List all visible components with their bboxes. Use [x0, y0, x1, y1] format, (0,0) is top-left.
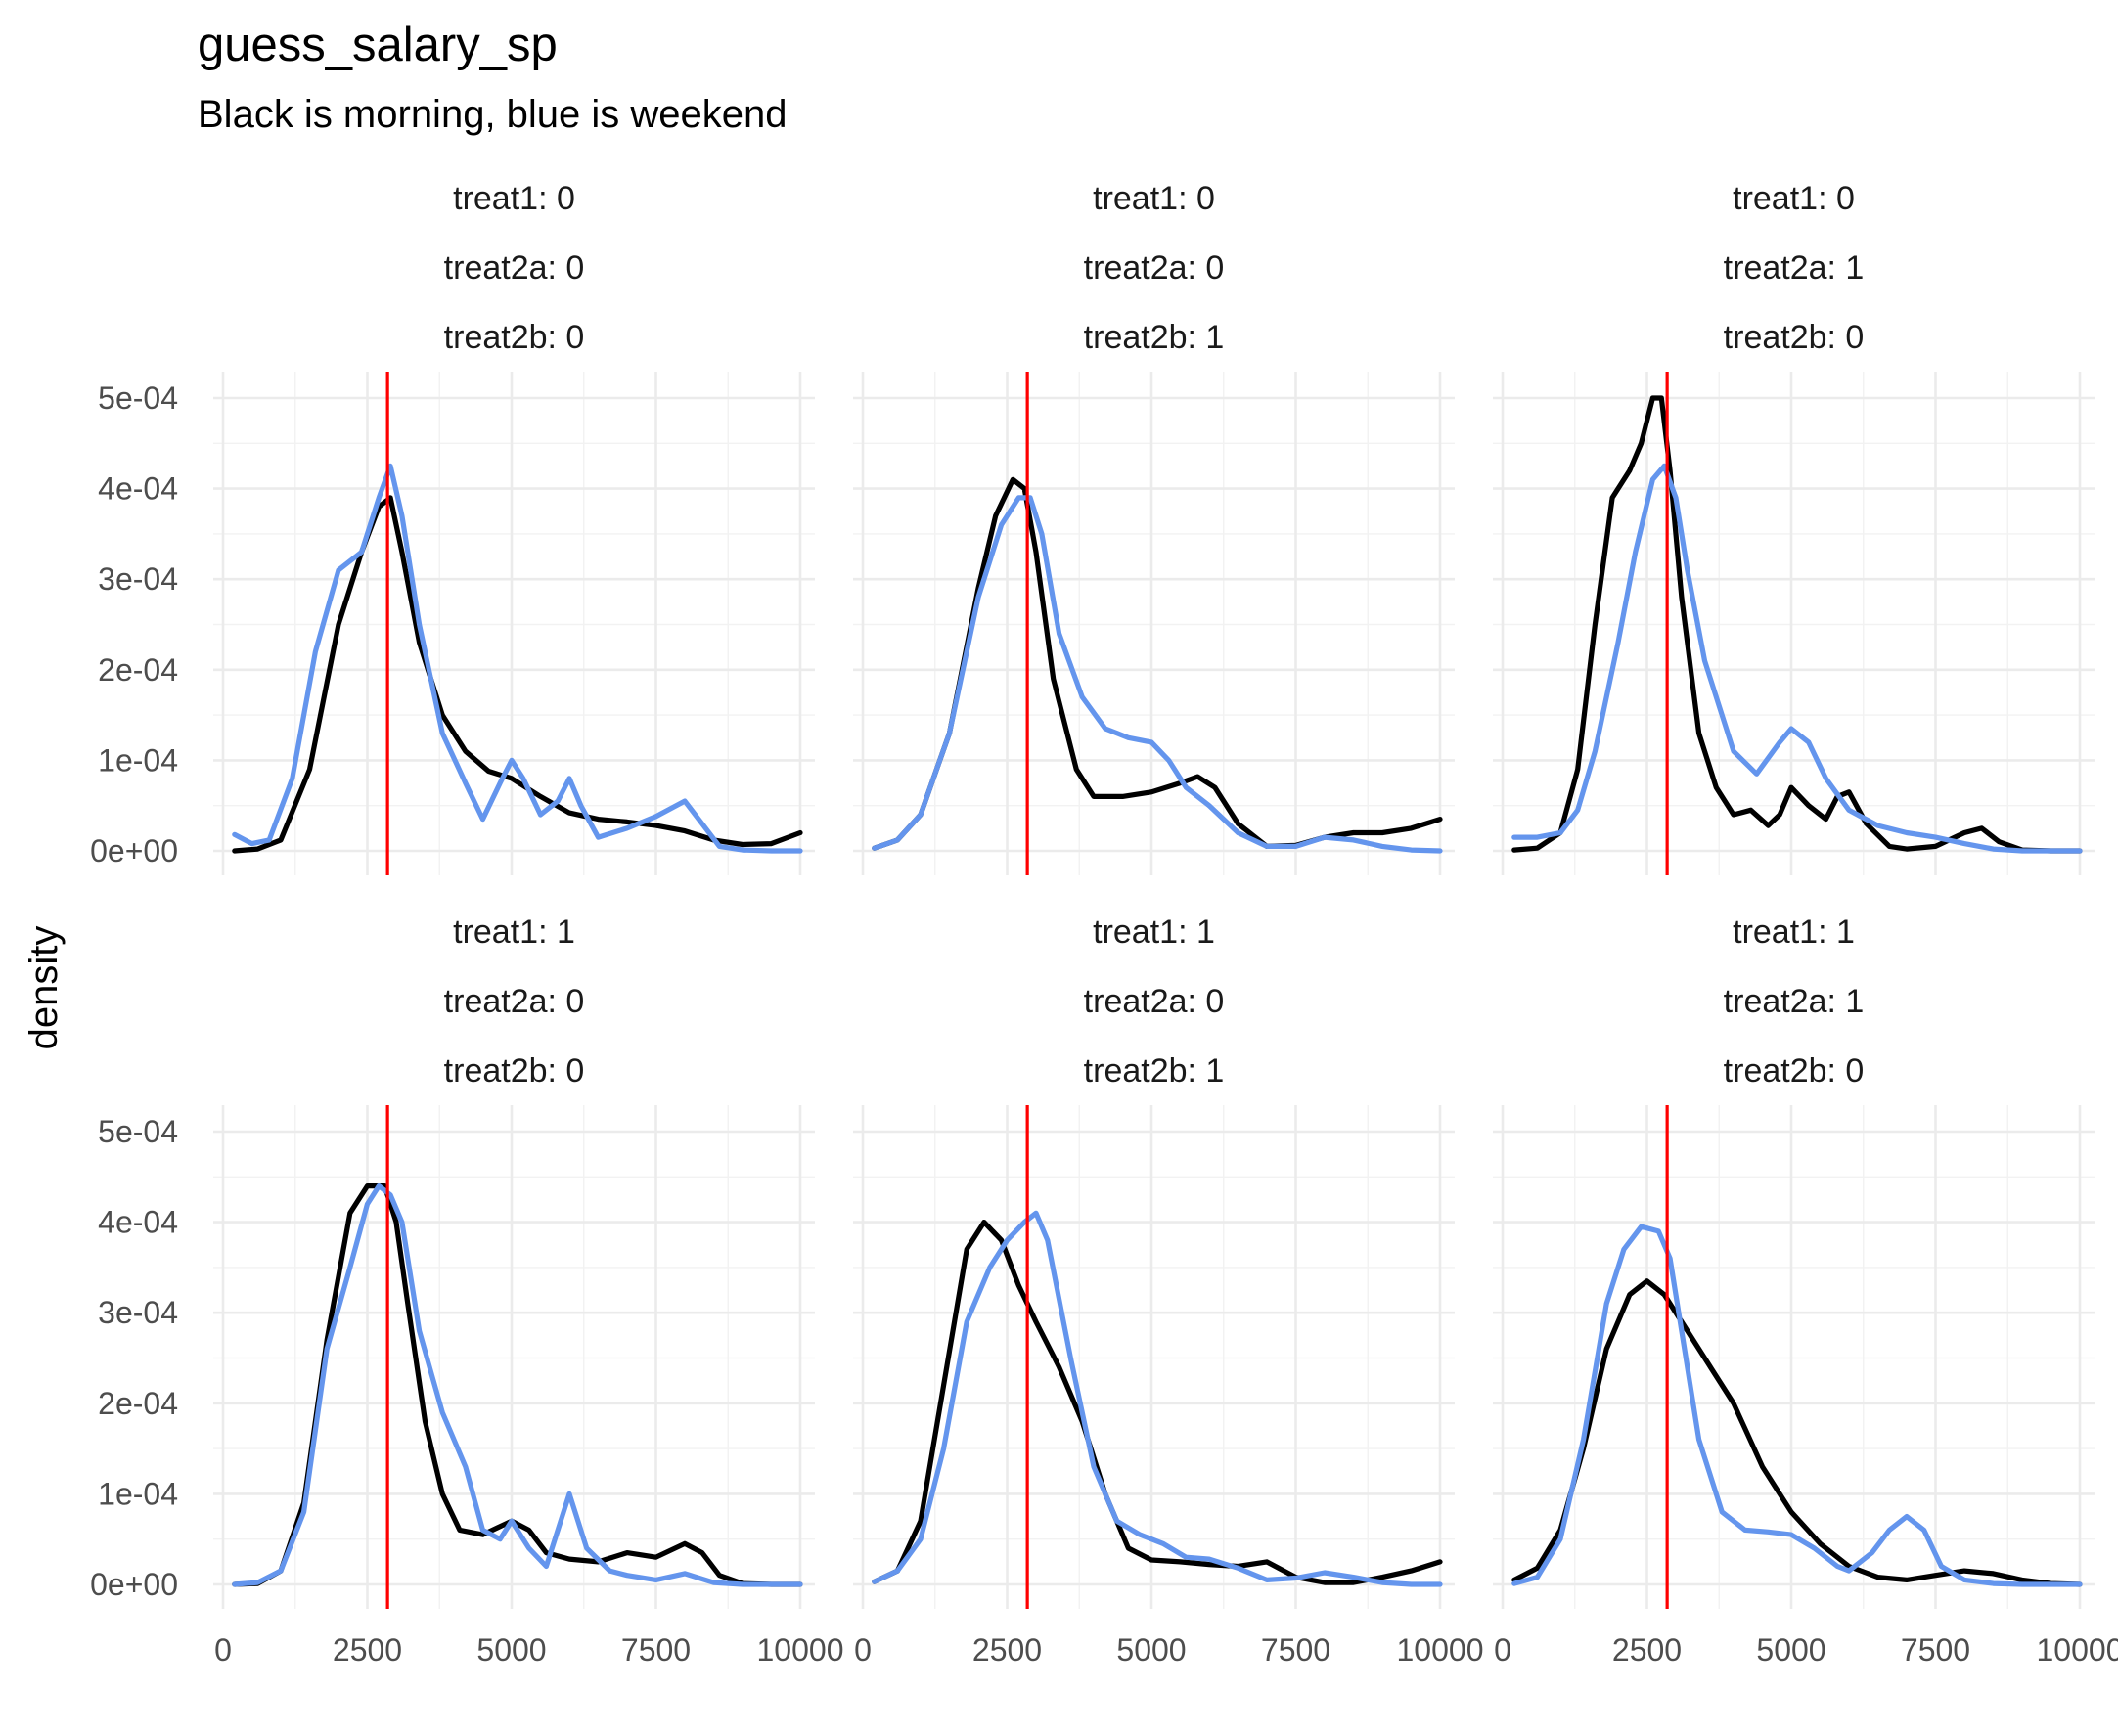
y-tick-label: 0e+00: [90, 833, 178, 868]
x-tick-label: 0: [854, 1632, 872, 1668]
x-tick-label: 10000: [1397, 1632, 1484, 1668]
facet-panel: treat1: 0 treat2a: 1 treat2b: 0: [1493, 180, 2095, 875]
weekend-density-line: [232, 1183, 803, 1587]
y-tick-label: 1e-04: [98, 1476, 178, 1511]
facet-strip-label: treat2a: 0: [1084, 249, 1225, 287]
x-tick-label: 7500: [1261, 1632, 1330, 1668]
facet-strip-label: treat1: 0: [1093, 180, 1215, 217]
y-tick-label: 2e-04: [98, 652, 178, 688]
facet-strip-label: treat2a: 0: [444, 249, 585, 287]
weekend-density-line: [232, 463, 803, 854]
x-tick-label: 0: [1494, 1632, 1511, 1668]
facet-strip-label: treat1: 1: [1093, 913, 1215, 951]
facet-strip-label: treat2b: 0: [1724, 319, 1865, 356]
facet-strip-label: treat2a: 1: [1724, 983, 1865, 1020]
facet-strip-label: treat1: 1: [1733, 913, 1855, 951]
facet-strip-label: treat2b: 1: [1084, 1052, 1225, 1090]
x-tick-label: 7500: [1901, 1632, 1970, 1668]
morning-density-line: [1511, 1278, 2083, 1587]
x-tick-label: 7500: [621, 1632, 691, 1668]
facet-strip-label: treat2a: 1: [1724, 249, 1865, 287]
facet-panel: treat1: 1 treat2a: 0 treat2b: 1 0 2500 5000 75…: [853, 913, 1483, 1668]
chart-title: guess_salary_sp: [198, 19, 558, 71]
facet-panel: treat1: 1 treat2a: 1 treat2b: 0 0 2500 5000 75…: [1493, 913, 2118, 1668]
x-tick-label: 2500: [333, 1632, 402, 1668]
x-tick-label: 0: [214, 1632, 232, 1668]
y-axis-label: density: [23, 926, 66, 1050]
weekend-density-line: [1511, 463, 2083, 854]
morning-density-line: [232, 495, 803, 854]
morning-density-line: [1511, 395, 2083, 854]
y-tick-label: 0e+00: [90, 1567, 178, 1602]
y-tick-label: 5e-04: [98, 380, 178, 416]
facet-strip-label: treat2a: 0: [1084, 983, 1225, 1020]
y-tick-label: 3e-04: [98, 561, 178, 597]
facet-strip-label: treat2b: 0: [1724, 1052, 1865, 1090]
y-tick-label: 2e-04: [98, 1386, 178, 1421]
weekend-density-line: [1511, 1224, 2083, 1587]
x-tick-label: 5000: [1116, 1632, 1186, 1668]
morning-density-line: [232, 1183, 803, 1587]
y-tick-label: 4e-04: [98, 1205, 178, 1240]
x-tick-label: 5000: [476, 1632, 546, 1668]
weekend-density-line: [872, 495, 1443, 854]
facet-strip-label: treat2a: 0: [444, 983, 585, 1020]
y-tick-label: 3e-04: [98, 1295, 178, 1330]
facet-strip-label: treat2b: 0: [444, 319, 585, 356]
facet-strip-label: treat1: 1: [453, 913, 575, 951]
x-tick-label: 5000: [1756, 1632, 1825, 1668]
x-tick-label: 10000: [757, 1632, 844, 1668]
weekend-density-line: [872, 1210, 1443, 1587]
x-tick-label: 2500: [972, 1632, 1042, 1668]
x-tick-label: 10000: [2037, 1632, 2118, 1668]
facet-strip-label: treat2b: 1: [1084, 319, 1225, 356]
facet-panel: treat1: 0 treat2a: 0 treat2b: 1: [853, 180, 1455, 875]
x-tick-label: 2500: [1612, 1632, 1682, 1668]
y-tick-label: 1e-04: [98, 742, 178, 778]
facet-panel: treat1: 0 treat2a: 0 treat2b: 0 0e+00 1e-04 2…: [90, 180, 815, 875]
y-tick-label: 4e-04: [98, 471, 178, 507]
y-tick-label: 5e-04: [98, 1114, 178, 1149]
facet-grid: treat1: 0 treat2a: 0 treat2b: 0 0e+00 1e-04 2…: [90, 180, 2118, 1668]
chart-subtitle: Black is morning, blue is weekend: [198, 93, 788, 136]
facet-strip-label: treat1: 0: [1733, 180, 1855, 217]
facet-panel: treat1: 1 treat2a: 0 treat2b: 0 0e+00 1e-04 2…: [90, 913, 843, 1668]
facet-strip-label: treat1: 0: [453, 180, 575, 217]
facet-strip-label: treat2b: 0: [444, 1052, 585, 1090]
morning-density-line: [872, 476, 1443, 851]
